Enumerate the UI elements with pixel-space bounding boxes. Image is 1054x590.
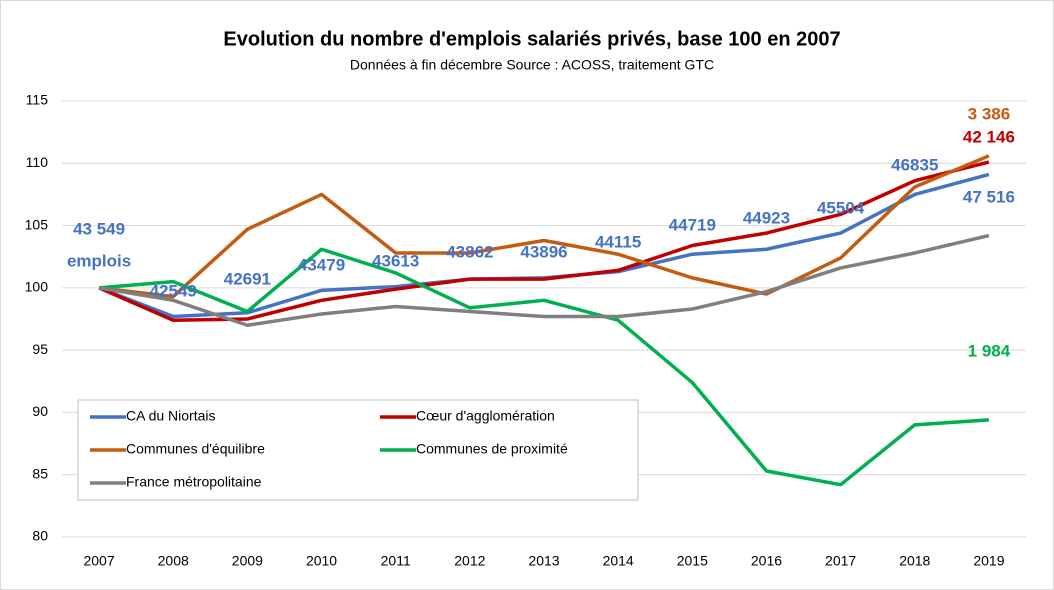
- annotation: 42549: [150, 281, 197, 300]
- annotation: 42691: [224, 269, 271, 288]
- annotation: 43479: [298, 255, 345, 274]
- annotation: 47 516: [963, 187, 1015, 206]
- line-series: [98, 233, 990, 327]
- annotation: 3 386: [968, 104, 1011, 123]
- y-tick-label: 100: [25, 279, 49, 295]
- x-tick-label: 2016: [751, 553, 782, 569]
- line-series: [98, 247, 990, 487]
- annotation: 43862: [446, 242, 493, 261]
- x-tick-label: 2010: [306, 553, 337, 569]
- annotation: 44719: [669, 215, 716, 234]
- annotation: 46835: [891, 155, 938, 174]
- y-tick-label: 95: [32, 341, 48, 357]
- annotation: 43896: [520, 242, 567, 261]
- legend-label: Communes de proximité: [416, 441, 568, 457]
- x-tick-label: 2014: [603, 553, 634, 569]
- annotation: 44923: [743, 208, 790, 227]
- annotation: 42 146: [963, 127, 1015, 146]
- legend-label: Communes d'équilibre: [126, 441, 265, 457]
- annotation: 43 549: [73, 219, 125, 238]
- x-tick-label: 2018: [899, 553, 930, 569]
- legend-label: France métropolitaine: [126, 474, 262, 490]
- annotation: 44115: [595, 232, 641, 251]
- x-tick-label: 2019: [973, 553, 1004, 569]
- x-tick-label: 2015: [677, 553, 708, 569]
- annotation: emplois: [67, 251, 131, 270]
- legend-label: Cœur d'agglomération: [416, 408, 555, 424]
- annotation: 45504: [817, 198, 865, 217]
- x-tick-label: 2011: [381, 553, 411, 569]
- y-tick-label: 90: [32, 403, 48, 419]
- x-tick-label: 2017: [825, 553, 856, 569]
- y-tick-label: 105: [25, 216, 49, 232]
- y-tick-label: 110: [26, 154, 49, 170]
- legend-box: [77, 399, 639, 501]
- line-series: [98, 160, 990, 322]
- annotation: 43613: [372, 251, 419, 270]
- x-tick-label: 2013: [528, 553, 559, 569]
- y-tick-label: 85: [32, 465, 48, 481]
- chart-title: Evolution du nombre d'emplois salariés p…: [223, 28, 840, 50]
- x-tick-label: 2009: [232, 553, 263, 569]
- y-tick-label: 115: [26, 92, 49, 108]
- x-tick-label: 2012: [454, 553, 485, 569]
- x-tick-label: 2007: [83, 553, 114, 569]
- x-tick-label: 2008: [158, 553, 189, 569]
- annotation: 1 984: [968, 341, 1011, 360]
- line-series: [98, 154, 990, 299]
- y-tick-label: 80: [32, 528, 48, 544]
- chart-subtitle: Données à fin décembre Source : ACOSS, t…: [350, 57, 714, 73]
- legend-label: CA du Niortais: [126, 408, 215, 424]
